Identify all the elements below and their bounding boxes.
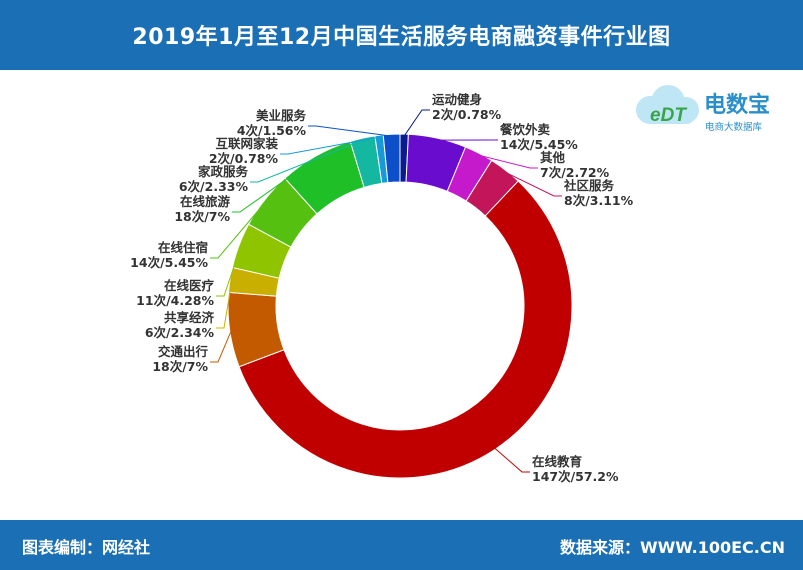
slice-name-label: 在线医疗 bbox=[164, 278, 215, 293]
slice-name-label: 在线教育 bbox=[532, 454, 583, 469]
slice-value-label: 6次/2.34% bbox=[145, 325, 215, 340]
slice-name-label: 家政服务 bbox=[198, 164, 249, 179]
leader-line-3 bbox=[504, 171, 562, 197]
cloud-icon bbox=[636, 85, 699, 124]
slice-value-label: 4次/1.56% bbox=[237, 123, 307, 138]
slice-value-label: 6次/2.33% bbox=[179, 179, 249, 194]
leader-line-2 bbox=[477, 154, 538, 169]
slice-name-label: 交通出行 bbox=[158, 344, 209, 359]
slice-value-label: 2次/0.78% bbox=[432, 107, 502, 122]
leader-line-0 bbox=[403, 109, 430, 137]
chart-credit: 图表编制：网经社 bbox=[22, 538, 151, 557]
donut-chart: 运动健身2次/0.78%餐饮外卖14次/5.45%其他7次/2.72%社区服务8… bbox=[130, 92, 634, 484]
slice-name-label: 餐饮外卖 bbox=[499, 122, 551, 137]
slice-value-label: 18次/7% bbox=[152, 359, 208, 374]
slice-name-label: 其他 bbox=[540, 150, 566, 165]
slice-name-label: 在线旅游 bbox=[180, 194, 231, 209]
donut-slice-12 bbox=[382, 133, 401, 184]
logo-name: 电数宝 bbox=[704, 92, 770, 118]
slice-value-label: 147次/57.2% bbox=[532, 469, 619, 484]
slice-value-label: 8次/3.11% bbox=[564, 193, 634, 208]
slice-value-label: 14次/5.45% bbox=[500, 137, 578, 152]
chart-title: 2019年1月至12月中国生活服务电商融资事件行业图 bbox=[132, 25, 671, 50]
data-source: 数据来源：WWW.100EC.CN bbox=[559, 538, 785, 557]
slice-name-label: 美业服务 bbox=[256, 108, 307, 123]
leader-line-8 bbox=[210, 200, 267, 259]
slice-name-label: 社区服务 bbox=[563, 178, 615, 193]
leader-line-5 bbox=[210, 329, 233, 363]
slice-name-label: 互联网家装 bbox=[215, 136, 278, 151]
donut-slice-4 bbox=[238, 180, 573, 479]
slice-value-label: 18次/7% bbox=[174, 209, 230, 224]
slice-value-label: 2次/0.78% bbox=[209, 151, 279, 166]
slice-value-label: 7次/2.72% bbox=[540, 165, 610, 180]
leader-line-10 bbox=[250, 139, 364, 183]
logo-mark: eDT bbox=[650, 105, 687, 126]
brand-logo: eDT 电数宝 电商大数据库 bbox=[628, 80, 793, 140]
leader-line-7 bbox=[216, 245, 242, 297]
slice-name-label: 共享经济 bbox=[164, 310, 215, 325]
logo-tagline: 电商大数据库 bbox=[705, 121, 763, 133]
slice-value-label: 14次/5.45% bbox=[130, 255, 208, 270]
slice-name-label: 在线住宿 bbox=[158, 240, 208, 255]
leader-line-12 bbox=[308, 125, 392, 137]
leader-line-11 bbox=[280, 136, 380, 155]
slice-value-label: 11次/4.28% bbox=[136, 293, 214, 308]
slice-name-label: 运动健身 bbox=[432, 92, 483, 107]
chart-footer: 图表编制：网经社 数据来源：WWW.100EC.CN bbox=[0, 520, 803, 570]
leader-line-4 bbox=[493, 447, 530, 473]
leader-line-6 bbox=[216, 280, 233, 329]
leader-line-9 bbox=[232, 157, 317, 213]
chart-header: 2019年1月至12月中国生活服务电商融资事件行业图 bbox=[0, 0, 803, 70]
